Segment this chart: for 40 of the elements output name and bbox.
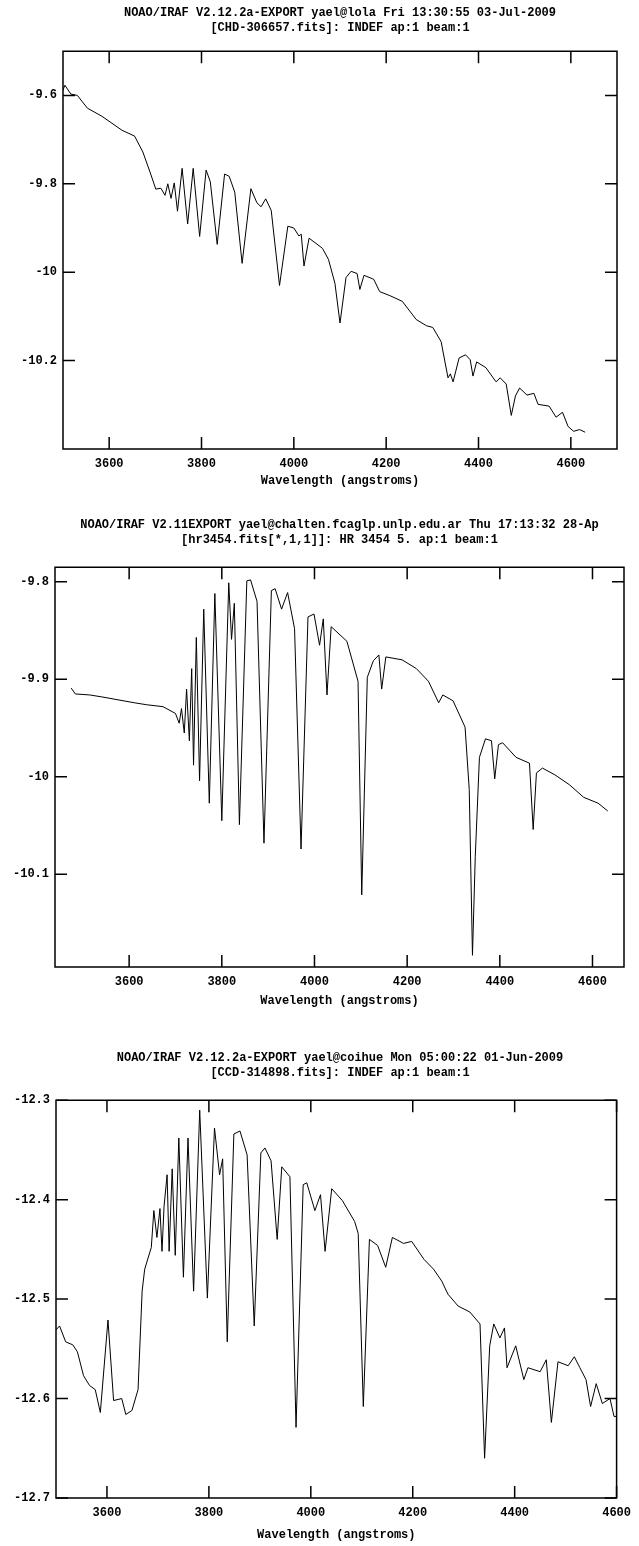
chart-subtitle: [CHD-306657.fits]: INDEF ap:1 beam:1 <box>209 21 471 36</box>
x-tick-label: 4400 <box>500 1506 530 1521</box>
y-tick-label: -9.8 <box>20 574 49 589</box>
chart-title: NOAO/IRAF V2.12.2a-EXPORT yael@lola Fri 13:30:55 03-Jul-2009 <box>122 6 558 21</box>
x-tick-label: 4600 <box>578 975 607 990</box>
x-tick-label: 3600 <box>92 1506 122 1521</box>
x-tick-label: 4200 <box>398 1506 428 1521</box>
x-tick-label: 4000 <box>296 1506 326 1521</box>
x-tick-label: 4000 <box>300 975 329 990</box>
x-tick-label: 3800 <box>207 975 237 990</box>
chart-title: NOAO/IRAF V2.12.2a-EXPORT yael@coihue Mon 05:00:22 01-Jun-2009 <box>115 1051 565 1066</box>
chart-title: NOAO/IRAF V2.11EXPORT yael@chalten.fcaglp.unlp.edu.ar Thu 17:13:32 28-Ap <box>79 518 600 533</box>
x-tick-label: 4400 <box>464 457 493 472</box>
y-tick-label: -10 <box>35 265 57 280</box>
x-tick-label: 3800 <box>194 1506 224 1521</box>
y-tick-label: -12.3 <box>13 1093 50 1108</box>
x-tick-label: 3600 <box>114 975 144 990</box>
x-axis-title: Wavelength (angstroms) <box>257 1527 416 1542</box>
y-tick-label: -12.5 <box>13 1292 50 1307</box>
y-tick-label: -9.6 <box>28 88 57 103</box>
y-tick-label: -9.9 <box>20 672 49 687</box>
x-axis-title: Wavelength (angstroms) <box>260 993 419 1008</box>
x-axis-title: Wavelength (angstroms) <box>260 473 420 488</box>
x-tick-label: 4400 <box>485 975 515 990</box>
x-tick-label: 4600 <box>556 457 586 472</box>
y-tick-label: -12.4 <box>13 1192 50 1207</box>
x-tick-label: 3800 <box>187 457 216 472</box>
y-tick-label: -12.6 <box>13 1391 50 1406</box>
x-tick-label: 4200 <box>371 457 401 472</box>
y-tick-label: -9.8 <box>28 176 57 191</box>
x-tick-label: 3600 <box>94 457 124 472</box>
y-tick-label: -10.1 <box>12 867 49 882</box>
x-tick-label: 4000 <box>279 457 309 472</box>
chart-subtitle: [CCD-314898.fits]: INDEF ap:1 beam:1 <box>209 1066 471 1081</box>
chart-subtitle: [hr3454.fits[*,1,1]]: HR 3454 5. ap:1 beam:1 <box>180 533 499 548</box>
y-tick-label: -10.2 <box>20 353 57 368</box>
y-tick-label: -12.7 <box>13 1491 50 1506</box>
x-tick-label: 4600 <box>602 1506 631 1521</box>
y-tick-label: -10 <box>27 769 49 784</box>
x-tick-label: 4200 <box>392 975 422 990</box>
